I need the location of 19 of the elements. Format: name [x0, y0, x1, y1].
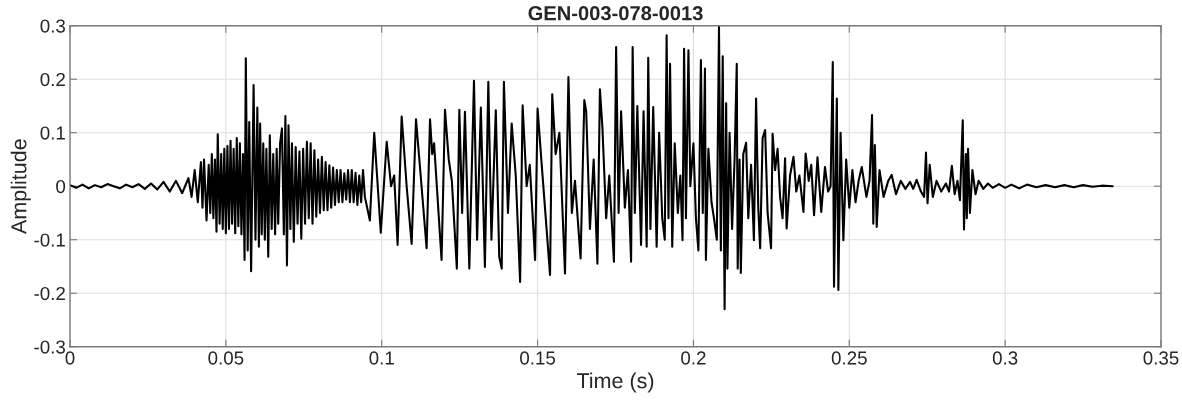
x-tick-label: 0.1	[369, 351, 394, 365]
x-tick-label: 0.2	[681, 351, 706, 365]
y-tick-label: -0.2	[34, 286, 65, 301]
x-tick-label: 0.35	[1143, 351, 1179, 365]
y-tick-label: 0.3	[40, 19, 66, 33]
x-tick-label: 0.05	[208, 351, 244, 365]
y-tick-label: -0.3	[34, 340, 66, 354]
x-tick-label: 0.3	[992, 351, 1018, 365]
chart-title: GEN-003-078-0013	[528, 6, 703, 21]
x-tick-label: 0.25	[831, 351, 867, 365]
line-series	[70, 25, 1114, 311]
y-tick-label: -0.1	[34, 233, 65, 247]
y-axis-title: Amplitude	[10, 139, 31, 235]
x-axis-title: Time (s)	[576, 372, 654, 393]
y-tick-label: 0	[56, 179, 66, 194]
y-tick-label: 0.1	[40, 126, 65, 140]
x-tick-label: 0.15	[520, 351, 556, 365]
y-tick-label: 0.2	[40, 72, 65, 87]
x-tick-label: 0	[65, 351, 75, 365]
